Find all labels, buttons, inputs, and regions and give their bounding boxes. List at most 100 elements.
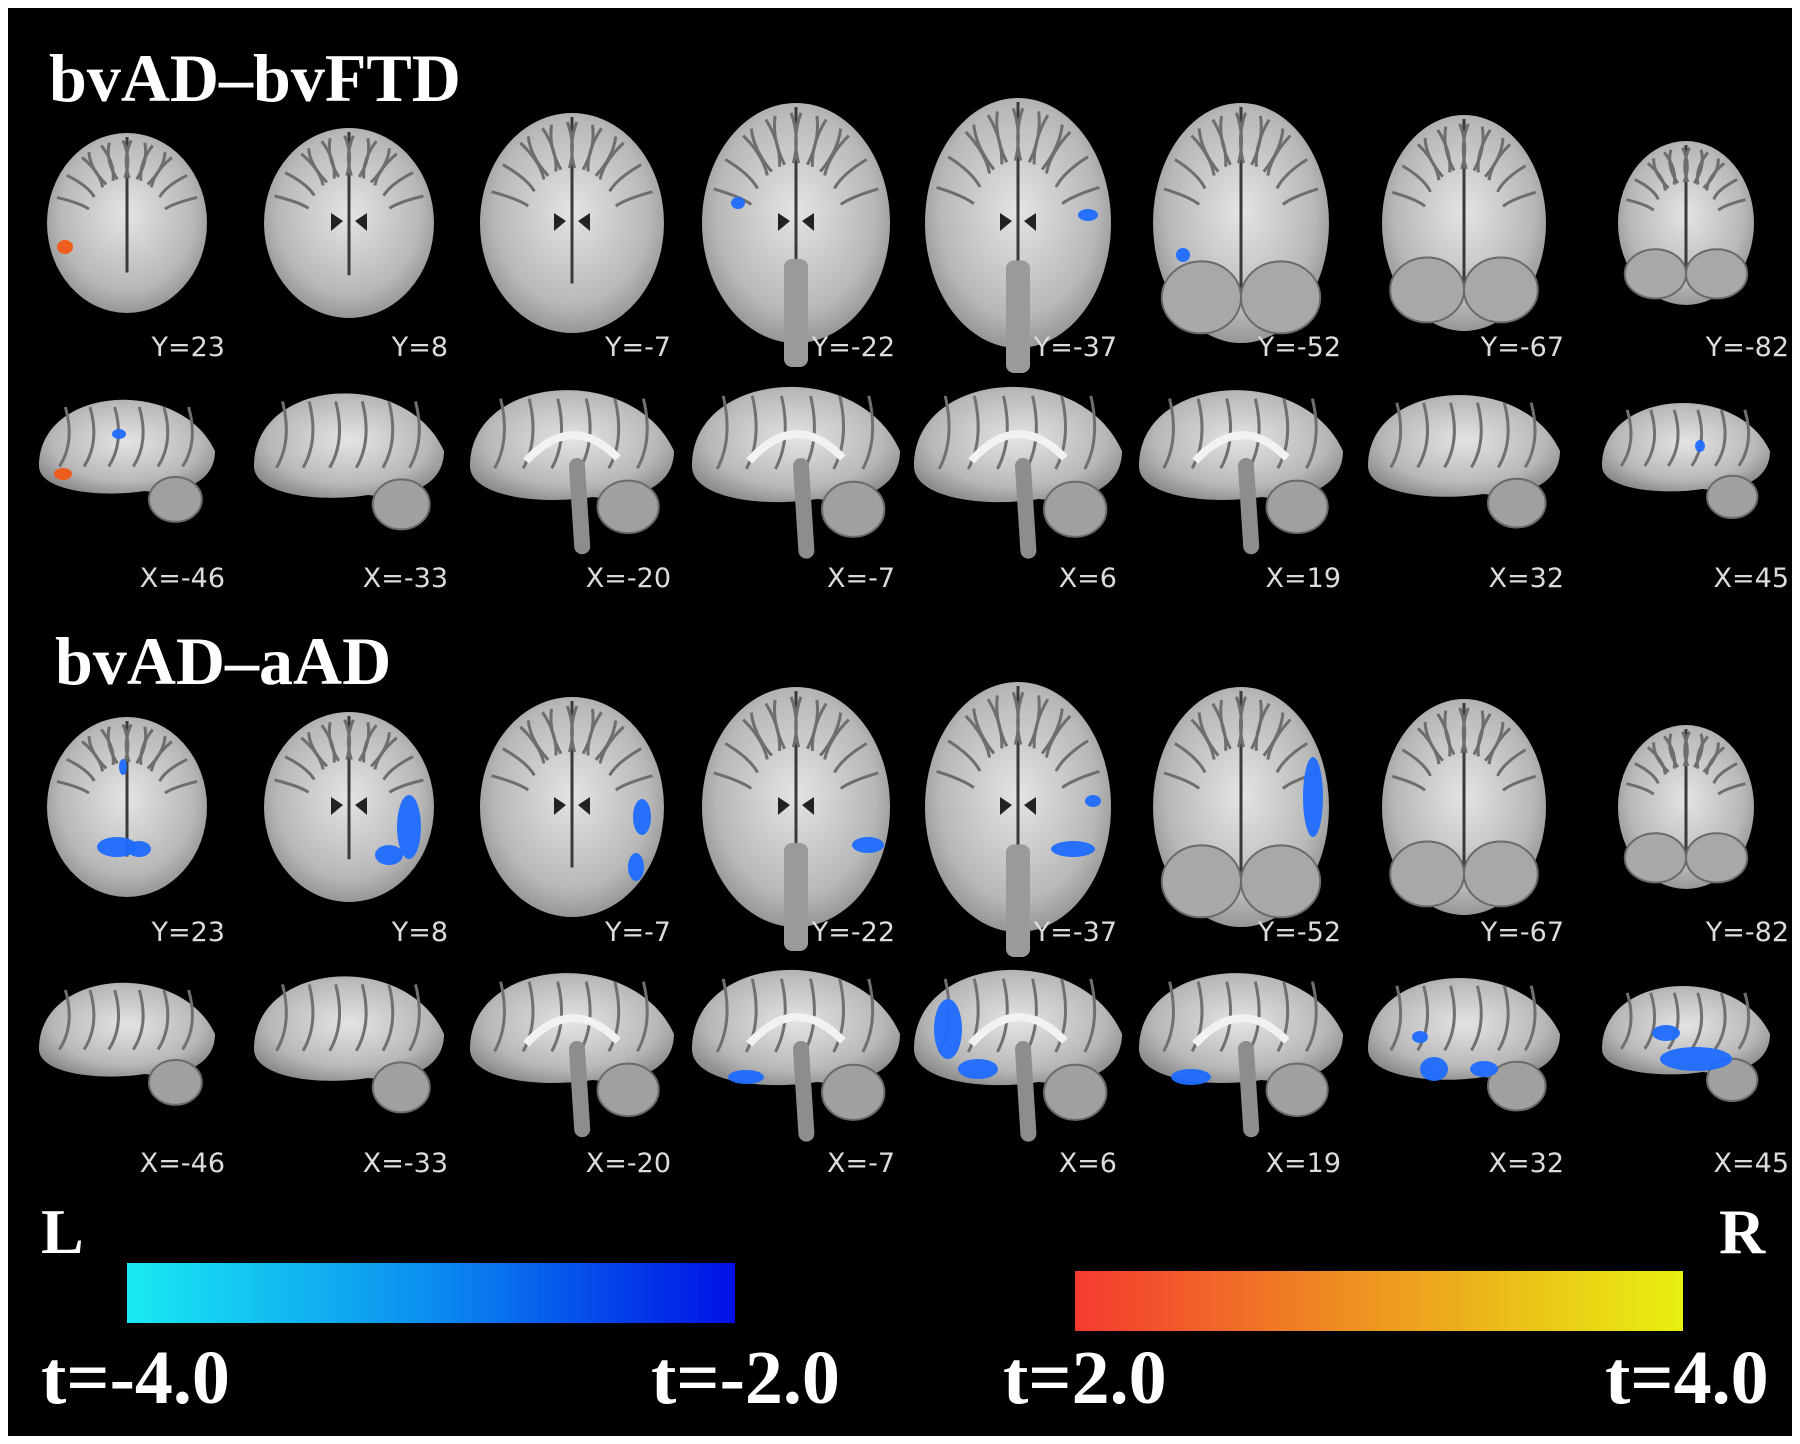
- sagittal-coordinate-label: X=32: [1489, 563, 1564, 594]
- negative-activation-cluster: [1085, 795, 1101, 807]
- sagittal-brain-outline: [470, 390, 674, 500]
- sagittal-brain-outline: [914, 969, 1122, 1086]
- coronal-slice: [925, 682, 1111, 957]
- slice-coordinate-labels: Y=23 Y=8 Y=-7 Y=-22 Y=-37 Y=-52 Y=-67 Y=-82 X=-4…: [140, 332, 1789, 1179]
- sagittal-coordinate-label: X=19: [1266, 563, 1341, 594]
- coronal-coordinate-label: Y=-7: [604, 332, 671, 363]
- sagittal-brain-outline: [254, 976, 444, 1081]
- sagittal-coordinate-label: X=-33: [363, 1148, 448, 1179]
- negative-activation-cluster: [1051, 841, 1095, 857]
- coronal-coordinate-label: Y=23: [151, 917, 225, 948]
- sagittal-slice: [254, 393, 444, 531]
- sagittal-brain-outline: [470, 973, 674, 1083]
- panel-title-bvad-aad: bvAD–aAD: [55, 623, 391, 699]
- sagittal-coordinate-label: X=-46: [140, 1148, 225, 1179]
- positive-colorbar-max-label: t=4.0: [1605, 1336, 1769, 1420]
- coronal-coordinate-label: Y=23: [151, 332, 225, 363]
- negative-activation-cluster: [1652, 1025, 1680, 1041]
- negative-activation-cluster: [375, 845, 403, 865]
- negative-activation-cluster: [397, 795, 421, 859]
- negative-activation-cluster: [1420, 1057, 1448, 1081]
- coronal-slice: [47, 717, 207, 897]
- positive-t-colorbar: [1075, 1271, 1683, 1331]
- coronal-coordinate-label: Y=-52: [1257, 332, 1341, 363]
- positive-activation-cluster: [54, 468, 72, 480]
- sagittal-slice: [39, 982, 215, 1106]
- negative-activation-cluster: [1176, 248, 1190, 262]
- sagittal-coordinate-label: X=6: [1059, 563, 1117, 594]
- sagittal-brain-outline: [254, 393, 444, 498]
- negative-activation-cluster: [958, 1059, 998, 1079]
- negative-activation-cluster: [112, 429, 126, 439]
- sagittal-coordinate-label: X=-20: [586, 1148, 671, 1179]
- sagittal-slice: [39, 399, 215, 523]
- negative-activation-cluster: [852, 837, 884, 853]
- sagittal-brain-outline: [692, 969, 900, 1086]
- negative-t-colorbar: [127, 1263, 735, 1323]
- negative-activation-cluster: [1470, 1061, 1498, 1077]
- sagittal-coordinate-label: X=45: [1714, 563, 1789, 594]
- negative-activation-cluster: [1171, 1069, 1211, 1085]
- negative-activation-cluster: [633, 799, 651, 835]
- sagittal-brain-outline: [1368, 394, 1560, 497]
- coronal-coordinate-label: Y=8: [391, 917, 448, 948]
- negative-activation-cluster: [119, 759, 127, 775]
- left-hemisphere-marker: L: [41, 1196, 84, 1267]
- coronal-slice: [480, 113, 664, 333]
- sagittal-slice: [1368, 394, 1560, 529]
- negative-activation-cluster: [728, 1070, 764, 1084]
- sagittal-coordinate-label: X=45: [1714, 1148, 1789, 1179]
- coronal-slice: [1153, 687, 1329, 927]
- negative-activation-cluster: [934, 999, 962, 1059]
- negative-activation-cluster: [1078, 209, 1098, 221]
- sagittal-coordinate-label: X=-46: [140, 563, 225, 594]
- sagittal-slice: [470, 390, 674, 555]
- sagittal-brain-outline: [1368, 977, 1560, 1080]
- figure-frame: bvAD–bvFTD bvAD–aAD Y=23 Y=8 Y=-7 Y=-22 Y=-3…: [8, 8, 1792, 1436]
- coronal-slice: [925, 98, 1111, 373]
- sagittal-slice: [914, 969, 1122, 1142]
- sagittal-slice: [692, 386, 900, 559]
- negative-activation-cluster: [628, 853, 644, 881]
- sagittal-brain-outline: [1139, 390, 1343, 500]
- coronal-coordinate-label: Y=-67: [1480, 332, 1564, 363]
- negative-colorbar-min-label: t=-4.0: [41, 1336, 230, 1420]
- coronal-slice: [702, 687, 890, 951]
- sagittal-brain-outline: [1602, 403, 1770, 492]
- negative-activation-cluster: [1660, 1047, 1732, 1071]
- sagittal-slice: [914, 386, 1122, 559]
- coronal-slice: [1618, 725, 1754, 889]
- coronal-coordinate-label: Y=-82: [1705, 332, 1789, 363]
- sagittal-brain-outline: [39, 982, 215, 1077]
- sagittal-brain-outline: [692, 386, 900, 503]
- sagittal-slice: [1368, 977, 1560, 1112]
- sagittal-slice: [1139, 973, 1343, 1138]
- coronal-coordinate-label: Y=8: [391, 332, 448, 363]
- sagittal-slice: [470, 973, 674, 1138]
- sagittal-coordinate-label: X=-7: [827, 563, 895, 594]
- coronal-slice: [480, 697, 664, 917]
- coronal-coordinate-label: Y=-22: [811, 917, 895, 948]
- coronal-coordinate-label: Y=-82: [1705, 917, 1789, 948]
- brain-figure: bvAD–bvFTD bvAD–aAD Y=23 Y=8 Y=-7 Y=-22 Y=-3…: [39, 40, 1789, 1420]
- sagittal-coordinate-label: X=6: [1059, 1148, 1117, 1179]
- negative-activation-cluster: [1695, 440, 1705, 452]
- sagittal-coordinate-label: X=-20: [586, 563, 671, 594]
- negative-colorbar-max-label: t=-2.0: [651, 1336, 840, 1420]
- sagittal-slice: [1602, 986, 1770, 1103]
- sagittal-coordinate-label: X=32: [1489, 1148, 1564, 1179]
- coronal-slice: [47, 133, 207, 313]
- negative-activation-cluster: [1412, 1031, 1428, 1043]
- coronal-slice: [1153, 103, 1329, 343]
- coronal-slice: [1382, 699, 1546, 915]
- sagittal-brain-outline: [39, 399, 215, 494]
- sagittal-coordinate-label: X=19: [1266, 1148, 1341, 1179]
- sagittal-slice: [254, 976, 444, 1114]
- sagittal-brain-outline: [914, 386, 1122, 503]
- coronal-slice: [264, 128, 434, 318]
- right-hemisphere-marker: R: [1719, 1196, 1766, 1267]
- negative-activation-cluster: [97, 837, 137, 857]
- coronal-slice: [702, 103, 890, 367]
- sagittal-brain-outline: [1139, 973, 1343, 1083]
- brain-slices: [39, 98, 1770, 1142]
